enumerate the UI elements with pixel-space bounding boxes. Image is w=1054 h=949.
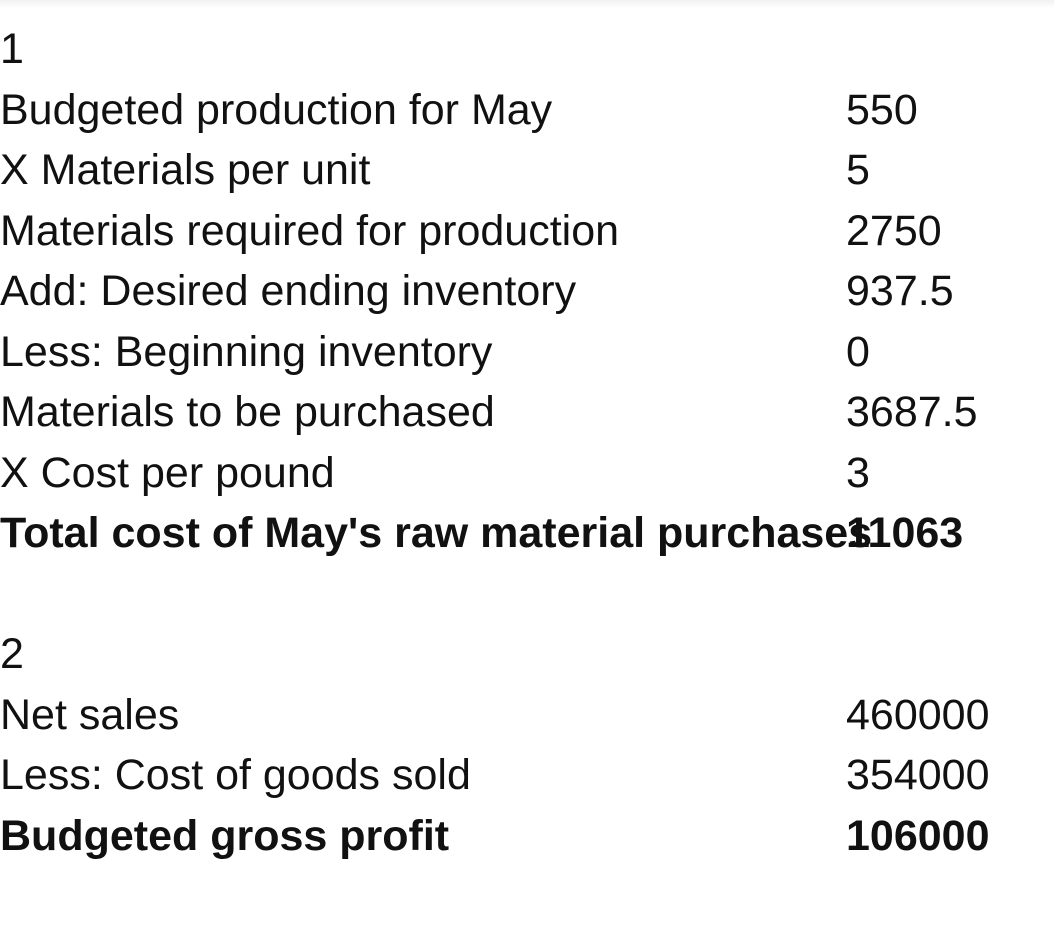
table-row: X Cost per pound 3 [0,443,1054,504]
row-value-materials-per-unit: 5 [846,146,870,194]
total-label-gross-profit: Budgeted gross profit [0,811,450,860]
row-value-cost-of-goods-sold: 354000 [846,751,990,799]
row-label-net-sales: Net sales [0,690,180,739]
table-row: Add: Desired ending inventory 937.5 [0,261,1054,322]
row-value-materials-required: 2750 [846,206,942,255]
table-row: Net sales 460000 [0,685,1054,746]
total-label-raw-material-purchases: Total cost of May's raw material purchas… [0,509,873,557]
table-row: Less: Cost of goods sold 354000 [0,745,1054,806]
total-row: Total cost of May's raw material purchas… [0,503,1054,564]
section-2-heading-row: 2 [0,624,1054,685]
spreadsheet-content: 1 Budgeted production for May 550 X Mate… [0,19,1054,866]
section-1-number: 1 [0,25,24,73]
row-label-materials-required: Materials required for production [0,206,620,255]
row-value-cost-per-pound: 3 [846,448,870,497]
row-label-cost-of-goods-sold: Less: Cost of goods sold [0,751,471,799]
row-label-budgeted-production: Budgeted production for May [0,85,553,134]
row-value-net-sales: 460000 [846,690,990,739]
top-divider [0,0,1054,8]
total-value-gross-profit: 106000 [846,811,990,860]
table-row: X Materials per unit 5 [0,140,1054,201]
row-label-materials-per-unit: X Materials per unit [0,146,371,194]
table-row: Less: Beginning inventory 0 [0,322,1054,383]
row-label-beginning-inventory: Less: Beginning inventory [0,327,493,376]
row-value-desired-ending-inventory: 937.5 [846,267,954,315]
row-label-materials-to-purchase: Materials to be purchased [0,388,495,436]
table-row: Materials required for production 2750 [0,201,1054,262]
total-row: Budgeted gross profit 106000 [0,806,1054,867]
row-label-cost-per-pound: X Cost per pound [0,448,335,497]
total-value-raw-material-purchases: 11063 [846,509,964,557]
section-2-number: 2 [0,630,24,678]
section-1-heading-row: 1 [0,19,1054,80]
row-value-budgeted-production: 550 [846,85,918,134]
row-label-desired-ending-inventory: Add: Desired ending inventory [0,267,577,315]
table-row: Budgeted production for May 550 [0,80,1054,141]
row-value-beginning-inventory: 0 [846,327,870,376]
table-row: Materials to be purchased 3687.5 [0,382,1054,443]
spacer-row [0,564,1054,625]
row-value-materials-to-purchase: 3687.5 [846,388,978,436]
